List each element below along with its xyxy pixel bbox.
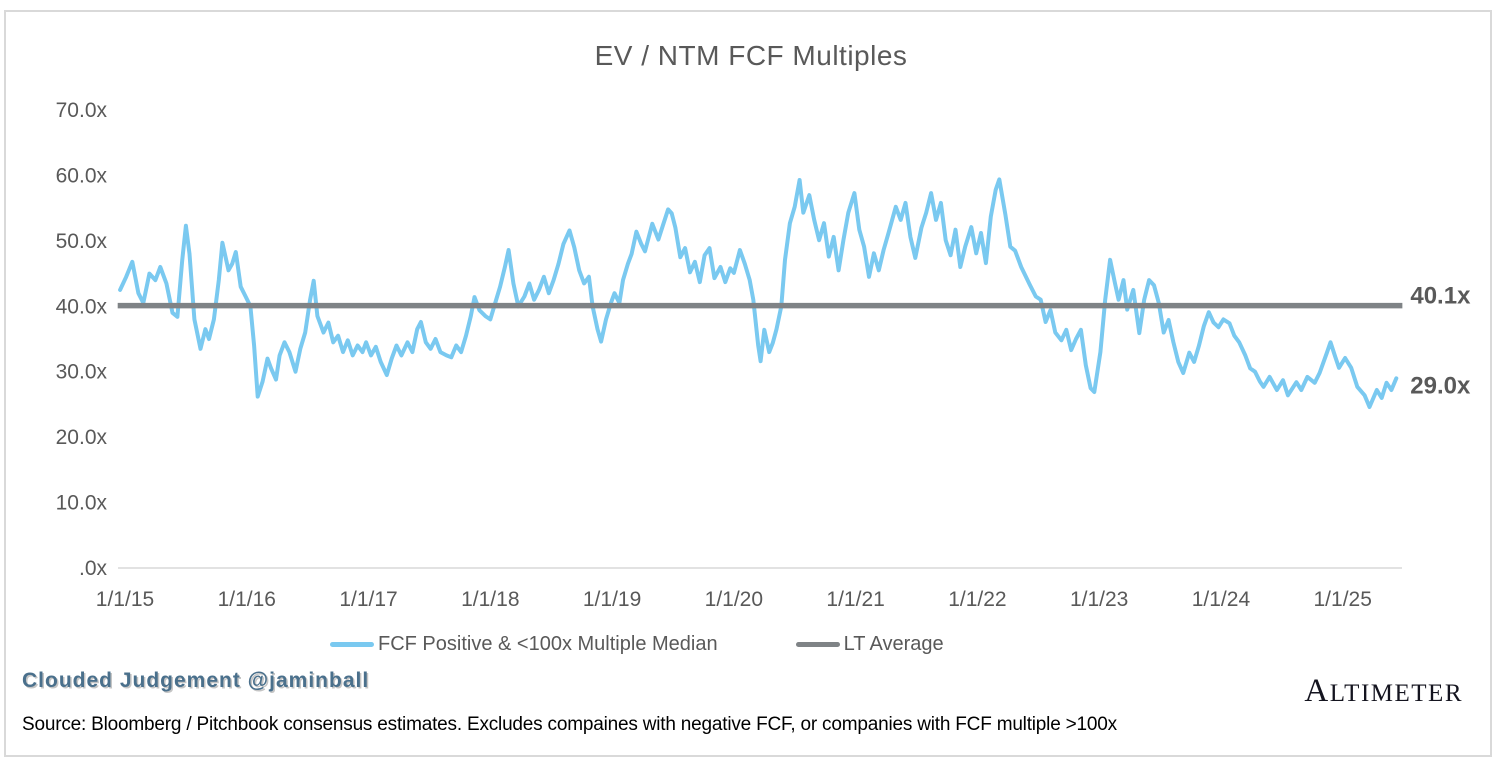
- legend-label-lt-average: LT Average: [843, 633, 944, 655]
- y-tick-label: 60.0x: [56, 164, 108, 187]
- y-tick-label: .0x: [79, 557, 108, 580]
- x-tick-label: 1/1/15: [96, 588, 154, 611]
- legend-item-fcf-median: FCF Positive & <100x Multiple Median: [330, 633, 718, 656]
- y-tick-label: 40.0x: [56, 295, 108, 318]
- x-tick-label: 1/1/19: [583, 588, 641, 611]
- x-tick-label: 1/1/24: [1192, 588, 1251, 611]
- fcf-median-value-label: 29.0x: [1410, 372, 1471, 399]
- x-tick-label: 1/1/16: [218, 588, 276, 611]
- legend-label-fcf-median: FCF Positive & <100x Multiple Median: [378, 633, 718, 655]
- chart-title: EV / NTM FCF Multiples: [594, 40, 908, 71]
- legend-item-lt-average: LT Average: [795, 633, 944, 656]
- credit-text: Clouded Judgement @jaminball: [22, 669, 370, 692]
- x-tick-label: 1/1/21: [826, 588, 884, 611]
- x-tick-label: 1/1/18: [461, 588, 519, 611]
- y-tick-label: 70.0x: [56, 99, 108, 122]
- y-tick-label: 20.0x: [56, 426, 108, 449]
- lt-average-line-swatch: [795, 642, 840, 647]
- fcf-median-line-swatch: [330, 642, 374, 647]
- y-tick-label: 50.0x: [56, 230, 108, 253]
- source-text: Source: Bloomberg / Pitchbook consensus …: [22, 714, 1117, 735]
- altimeter-logo: ALTIMETER: [1304, 673, 1463, 709]
- y-tick-label: 10.0x: [56, 492, 108, 515]
- x-tick-label: 1/1/25: [1314, 588, 1372, 611]
- x-tick-label: 1/1/23: [1070, 588, 1128, 611]
- x-tick-label: 1/1/17: [339, 588, 397, 611]
- lt-average-value-label: 40.1x: [1410, 283, 1471, 310]
- x-tick-label: 1/1/20: [705, 588, 763, 611]
- y-tick-label: 30.0x: [56, 361, 108, 384]
- x-tick-label: 1/1/22: [948, 588, 1006, 611]
- legend: FCF Positive & <100x Multiple Median LT …: [330, 633, 944, 656]
- fcf-median-line: [118, 177, 1399, 409]
